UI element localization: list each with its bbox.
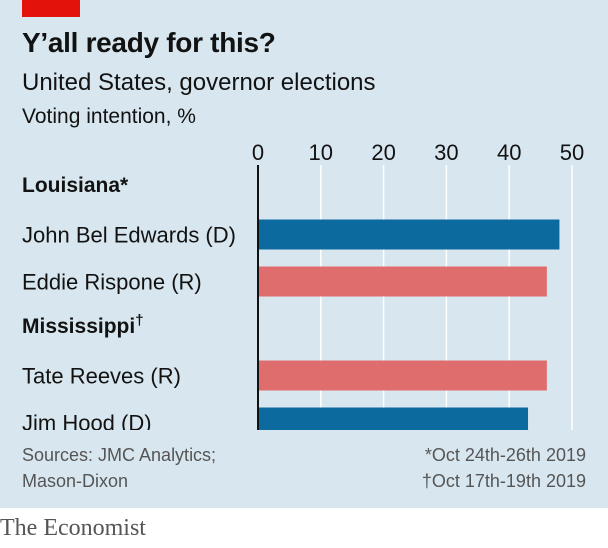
x-tick-label: 0 bbox=[252, 140, 264, 165]
bar-category-label: Tate Reeves (R) bbox=[22, 364, 181, 389]
bar-category-label: Eddie Rispone (R) bbox=[22, 270, 202, 295]
x-tick-label: 20 bbox=[371, 140, 395, 165]
bar bbox=[258, 266, 547, 297]
x-tick-label: 30 bbox=[434, 140, 458, 165]
group-footnote-marker: * bbox=[120, 174, 129, 197]
bar-category-label: John Bel Edwards (D) bbox=[22, 223, 236, 248]
bar bbox=[258, 219, 560, 250]
brand-logo: The Economist bbox=[0, 515, 146, 541]
x-tick-label: 50 bbox=[560, 140, 584, 165]
bar-chart: 0 10 20 30 40 50 Louisiana* John Bel Edwards (D… bbox=[22, 140, 584, 431]
sources-note: Sources: JMC Analytics; Mason-Dixon bbox=[22, 442, 216, 494]
date-notes: *Oct 24th-26th 2019 †Oct 17th-19th 2019 bbox=[422, 442, 586, 494]
sources-line-1: Sources: JMC Analytics; bbox=[22, 445, 217, 465]
chart-title: Y’all ready for this? bbox=[22, 27, 276, 58]
bar bbox=[258, 407, 529, 430]
bar-category-label: Jim Hood (D) bbox=[22, 411, 152, 431]
x-tick-label: 40 bbox=[497, 140, 521, 165]
group-label: Mississippi† bbox=[22, 312, 144, 338]
date-note-mississippi: †Oct 17th-19th 2019 bbox=[421, 471, 586, 491]
bar bbox=[258, 360, 547, 391]
chart-unit-label: Voting intention, % bbox=[22, 105, 196, 128]
chart-panel: Y’all ready for this? United States, gov… bbox=[0, 0, 608, 508]
red-accent-bar bbox=[22, 0, 80, 17]
chart-subtitle: United States, governor elections bbox=[22, 69, 376, 96]
date-note-louisiana: *Oct 24th-26th 2019 bbox=[424, 445, 586, 465]
group-footnote-marker: † bbox=[135, 312, 143, 329]
x-tick-label: 10 bbox=[309, 140, 333, 165]
sources-line-2: Mason-Dixon bbox=[22, 471, 129, 491]
group-label: Louisiana* bbox=[22, 174, 129, 197]
